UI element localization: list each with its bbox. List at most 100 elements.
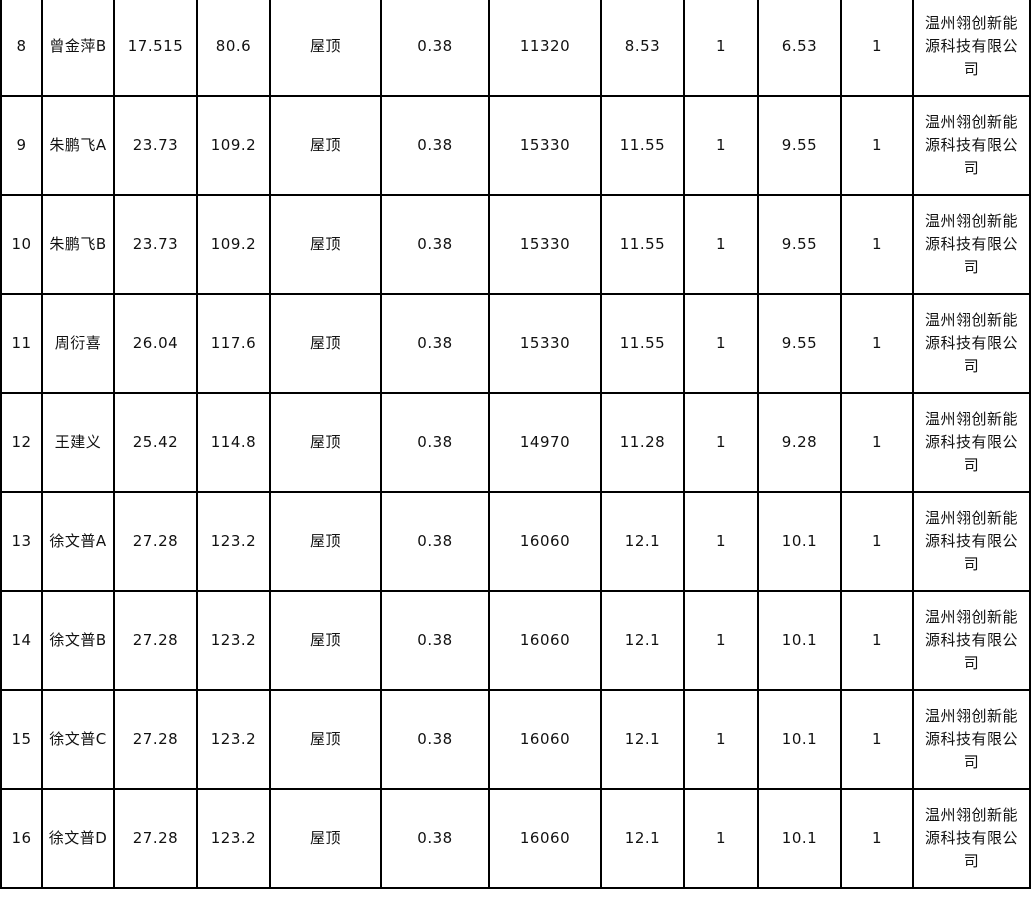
value-cell: 10.1 bbox=[757, 788, 842, 889]
install-type: 屋顶 bbox=[269, 491, 382, 592]
value-cell: 109.2 bbox=[196, 194, 271, 295]
amount-cell: 16060 bbox=[488, 788, 602, 889]
amount-cell: 11320 bbox=[488, 0, 602, 97]
install-type: 屋顶 bbox=[269, 194, 382, 295]
value-cell: 123.2 bbox=[196, 590, 271, 691]
owner-name: 周衍喜 bbox=[41, 293, 115, 394]
row-number: 12 bbox=[0, 392, 43, 493]
table-row: 15 徐文普C 27.28 123.2 屋顶 0.38 16060 12.1 1 10.1 1 温州翎… bbox=[0, 689, 1031, 790]
count-cell: 1 bbox=[683, 293, 759, 394]
company-name: 温州翎创新能源科技有限公司 bbox=[912, 689, 1031, 790]
table-row: 9 朱鹏飞A 23.73 109.2 屋顶 0.38 15330 11.55 1 9.55 1 温州翎… bbox=[0, 95, 1031, 196]
company-name: 温州翎创新能源科技有限公司 bbox=[912, 293, 1031, 394]
install-type: 屋顶 bbox=[269, 0, 382, 97]
voltage-cell: 0.38 bbox=[380, 590, 490, 691]
count-cell: 1 bbox=[840, 590, 914, 691]
count-cell: 1 bbox=[840, 293, 914, 394]
value-cell: 12.1 bbox=[600, 590, 685, 691]
capacity-cell: 27.28 bbox=[113, 491, 198, 592]
count-cell: 1 bbox=[683, 689, 759, 790]
amount-cell: 16060 bbox=[488, 689, 602, 790]
count-cell: 1 bbox=[840, 491, 914, 592]
value-cell: 10.1 bbox=[757, 590, 842, 691]
voltage-cell: 0.38 bbox=[380, 0, 490, 97]
value-cell: 12.1 bbox=[600, 788, 685, 889]
capacity-cell: 26.04 bbox=[113, 293, 198, 394]
voltage-cell: 0.38 bbox=[380, 293, 490, 394]
table-row: 13 徐文普A 27.28 123.2 屋顶 0.38 16060 12.1 1 10.1 1 温州翎… bbox=[0, 491, 1031, 592]
value-cell: 114.8 bbox=[196, 392, 271, 493]
owner-name: 徐文普A bbox=[41, 491, 115, 592]
voltage-cell: 0.38 bbox=[380, 689, 490, 790]
install-type: 屋顶 bbox=[269, 590, 382, 691]
company-name: 温州翎创新能源科技有限公司 bbox=[912, 194, 1031, 295]
row-number: 14 bbox=[0, 590, 43, 691]
row-number: 13 bbox=[0, 491, 43, 592]
count-cell: 1 bbox=[840, 392, 914, 493]
capacity-cell: 23.73 bbox=[113, 194, 198, 295]
owner-name: 朱鹏飞B bbox=[41, 194, 115, 295]
table-row: 12 王建义 25.42 114.8 屋顶 0.38 14970 11.28 1 9.28 1 温州翎… bbox=[0, 392, 1031, 493]
owner-name: 曾金萍B bbox=[41, 0, 115, 97]
count-cell: 1 bbox=[840, 95, 914, 196]
value-cell: 117.6 bbox=[196, 293, 271, 394]
value-cell: 11.55 bbox=[600, 194, 685, 295]
voltage-cell: 0.38 bbox=[380, 491, 490, 592]
voltage-cell: 0.38 bbox=[380, 194, 490, 295]
table-row: 11 周衍喜 26.04 117.6 屋顶 0.38 15330 11.55 1 9.55 1 温州翎… bbox=[0, 293, 1031, 394]
voltage-cell: 0.38 bbox=[380, 95, 490, 196]
owner-name: 徐文普D bbox=[41, 788, 115, 889]
count-cell: 1 bbox=[683, 491, 759, 592]
value-cell: 11.55 bbox=[600, 95, 685, 196]
install-type: 屋顶 bbox=[269, 689, 382, 790]
table-row: 14 徐文普B 27.28 123.2 屋顶 0.38 16060 12.1 1 10.1 1 温州翎… bbox=[0, 590, 1031, 691]
value-cell: 109.2 bbox=[196, 95, 271, 196]
value-cell: 9.55 bbox=[757, 95, 842, 196]
company-name: 温州翎创新能源科技有限公司 bbox=[912, 491, 1031, 592]
value-cell: 11.28 bbox=[600, 392, 685, 493]
count-cell: 1 bbox=[840, 689, 914, 790]
value-cell: 80.6 bbox=[196, 0, 271, 97]
row-number: 16 bbox=[0, 788, 43, 889]
amount-cell: 14970 bbox=[488, 392, 602, 493]
company-name: 温州翎创新能源科技有限公司 bbox=[912, 95, 1031, 196]
count-cell: 1 bbox=[683, 95, 759, 196]
value-cell: 8.53 bbox=[600, 0, 685, 97]
capacity-cell: 17.515 bbox=[113, 0, 198, 97]
value-cell: 10.1 bbox=[757, 689, 842, 790]
amount-cell: 15330 bbox=[488, 95, 602, 196]
install-type: 屋顶 bbox=[269, 788, 382, 889]
row-number: 15 bbox=[0, 689, 43, 790]
row-number: 8 bbox=[0, 0, 43, 97]
value-cell: 9.28 bbox=[757, 392, 842, 493]
amount-cell: 15330 bbox=[488, 194, 602, 295]
data-table: 8 曾金萍B 17.515 80.6 屋顶 0.38 11320 8.53 1 6.53 1 温州翎创… bbox=[0, 0, 1031, 889]
amount-cell: 15330 bbox=[488, 293, 602, 394]
amount-cell: 16060 bbox=[488, 590, 602, 691]
install-type: 屋顶 bbox=[269, 392, 382, 493]
capacity-cell: 25.42 bbox=[113, 392, 198, 493]
value-cell: 11.55 bbox=[600, 293, 685, 394]
count-cell: 1 bbox=[683, 0, 759, 97]
owner-name: 朱鹏飞A bbox=[41, 95, 115, 196]
capacity-cell: 27.28 bbox=[113, 689, 198, 790]
count-cell: 1 bbox=[683, 788, 759, 889]
voltage-cell: 0.38 bbox=[380, 392, 490, 493]
value-cell: 12.1 bbox=[600, 491, 685, 592]
value-cell: 123.2 bbox=[196, 788, 271, 889]
company-name: 温州翎创新能源科技有限公司 bbox=[912, 788, 1031, 889]
amount-cell: 16060 bbox=[488, 491, 602, 592]
install-type: 屋顶 bbox=[269, 293, 382, 394]
capacity-cell: 27.28 bbox=[113, 788, 198, 889]
table-row: 8 曾金萍B 17.515 80.6 屋顶 0.38 11320 8.53 1 6.53 1 温州翎创… bbox=[0, 0, 1031, 97]
capacity-cell: 27.28 bbox=[113, 590, 198, 691]
row-number: 10 bbox=[0, 194, 43, 295]
value-cell: 10.1 bbox=[757, 491, 842, 592]
value-cell: 123.2 bbox=[196, 689, 271, 790]
count-cell: 1 bbox=[840, 788, 914, 889]
count-cell: 1 bbox=[840, 0, 914, 97]
voltage-cell: 0.38 bbox=[380, 788, 490, 889]
company-name: 温州翎创新能源科技有限公司 bbox=[912, 0, 1031, 97]
install-type: 屋顶 bbox=[269, 95, 382, 196]
table-row: 16 徐文普D 27.28 123.2 屋顶 0.38 16060 12.1 1 10.1 1 温州翎… bbox=[0, 788, 1031, 889]
